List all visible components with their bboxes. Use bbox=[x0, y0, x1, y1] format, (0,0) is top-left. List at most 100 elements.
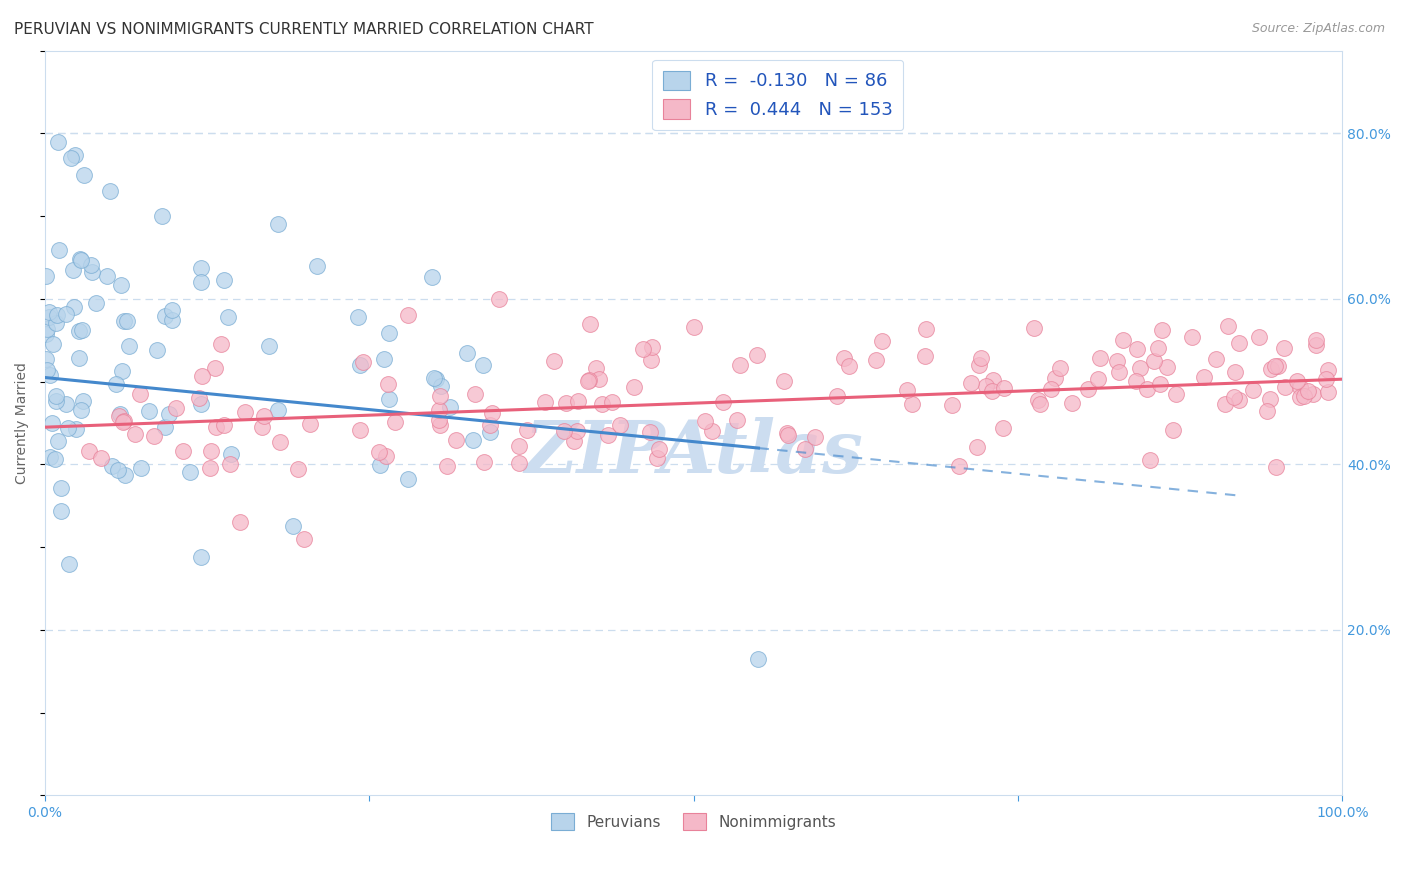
Point bbox=[1302, 386, 1324, 401]
Point bbox=[960, 376, 983, 390]
Point bbox=[228, 516, 250, 530]
Point bbox=[900, 397, 922, 411]
Point bbox=[70, 252, 93, 267]
Point bbox=[865, 352, 887, 367]
Point bbox=[725, 413, 748, 427]
Point bbox=[267, 402, 290, 417]
Point bbox=[1227, 336, 1250, 351]
Point bbox=[1256, 404, 1278, 418]
Point bbox=[373, 351, 395, 366]
Point bbox=[269, 434, 291, 449]
Point bbox=[112, 314, 135, 328]
Point bbox=[48, 243, 70, 257]
Point bbox=[368, 458, 391, 472]
Point bbox=[478, 425, 501, 439]
Point bbox=[287, 462, 309, 476]
Point bbox=[896, 383, 918, 397]
Point bbox=[1296, 384, 1319, 398]
Point bbox=[471, 358, 494, 372]
Point bbox=[645, 450, 668, 465]
Point bbox=[221, 447, 243, 461]
Point bbox=[63, 300, 86, 314]
Point bbox=[838, 359, 860, 373]
Point bbox=[508, 439, 530, 453]
Point bbox=[1315, 372, 1337, 386]
Point bbox=[1126, 342, 1149, 356]
Point bbox=[77, 443, 100, 458]
Point bbox=[1112, 333, 1135, 347]
Point bbox=[976, 378, 998, 392]
Point bbox=[579, 317, 602, 331]
Point bbox=[832, 351, 855, 365]
Point bbox=[160, 303, 183, 318]
Point bbox=[991, 421, 1014, 435]
Point bbox=[250, 420, 273, 434]
Point bbox=[1285, 374, 1308, 388]
Point bbox=[212, 272, 235, 286]
Point bbox=[427, 413, 450, 427]
Point bbox=[124, 427, 146, 442]
Point bbox=[948, 458, 970, 473]
Point bbox=[1087, 372, 1109, 386]
Point bbox=[914, 322, 936, 336]
Point bbox=[84, 296, 107, 310]
Point bbox=[100, 458, 122, 473]
Point bbox=[108, 409, 131, 424]
Point bbox=[49, 504, 72, 518]
Point bbox=[112, 413, 135, 427]
Point bbox=[204, 360, 226, 375]
Point bbox=[444, 433, 467, 447]
Point bbox=[1043, 371, 1066, 385]
Point bbox=[553, 424, 575, 438]
Point bbox=[80, 258, 103, 272]
Text: ZIPAtlas: ZIPAtlas bbox=[524, 417, 863, 488]
Point bbox=[745, 348, 768, 362]
Point bbox=[46, 434, 69, 448]
Point bbox=[298, 417, 321, 431]
Point bbox=[190, 396, 212, 410]
Point bbox=[638, 425, 661, 439]
Point bbox=[969, 358, 991, 372]
Point bbox=[107, 463, 129, 477]
Point bbox=[349, 423, 371, 437]
Text: PERUVIAN VS NONIMMIGRANTS CURRENTLY MARRIED CORRELATION CHART: PERUVIAN VS NONIMMIGRANTS CURRENTLY MARR… bbox=[14, 22, 593, 37]
Point bbox=[307, 259, 329, 273]
Point bbox=[425, 371, 447, 385]
Point bbox=[1305, 338, 1327, 352]
Point bbox=[609, 418, 631, 433]
Point bbox=[349, 358, 371, 372]
Point bbox=[1149, 377, 1171, 392]
Point bbox=[38, 368, 60, 383]
Point bbox=[160, 312, 183, 326]
Point bbox=[46, 135, 69, 149]
Point bbox=[747, 652, 769, 666]
Point bbox=[1077, 382, 1099, 396]
Point bbox=[45, 316, 67, 330]
Point bbox=[1128, 361, 1150, 376]
Point bbox=[111, 364, 134, 378]
Point bbox=[423, 370, 446, 384]
Point bbox=[67, 324, 90, 338]
Point bbox=[567, 394, 589, 409]
Point bbox=[112, 415, 135, 429]
Point bbox=[38, 305, 60, 319]
Point bbox=[711, 394, 734, 409]
Point bbox=[45, 393, 67, 408]
Point bbox=[73, 168, 96, 182]
Point bbox=[65, 147, 87, 161]
Point bbox=[190, 260, 212, 275]
Point bbox=[1152, 323, 1174, 337]
Point bbox=[172, 444, 194, 458]
Point bbox=[641, 340, 664, 354]
Point bbox=[1272, 341, 1295, 355]
Point bbox=[993, 381, 1015, 395]
Legend: Peruvians, Nonimmigrants: Peruvians, Nonimmigrants bbox=[544, 807, 842, 836]
Point bbox=[1215, 397, 1237, 411]
Point bbox=[600, 395, 623, 409]
Point bbox=[429, 389, 451, 403]
Point bbox=[567, 424, 589, 438]
Point bbox=[429, 403, 451, 417]
Point bbox=[592, 397, 614, 411]
Point bbox=[803, 430, 825, 444]
Point bbox=[472, 455, 495, 469]
